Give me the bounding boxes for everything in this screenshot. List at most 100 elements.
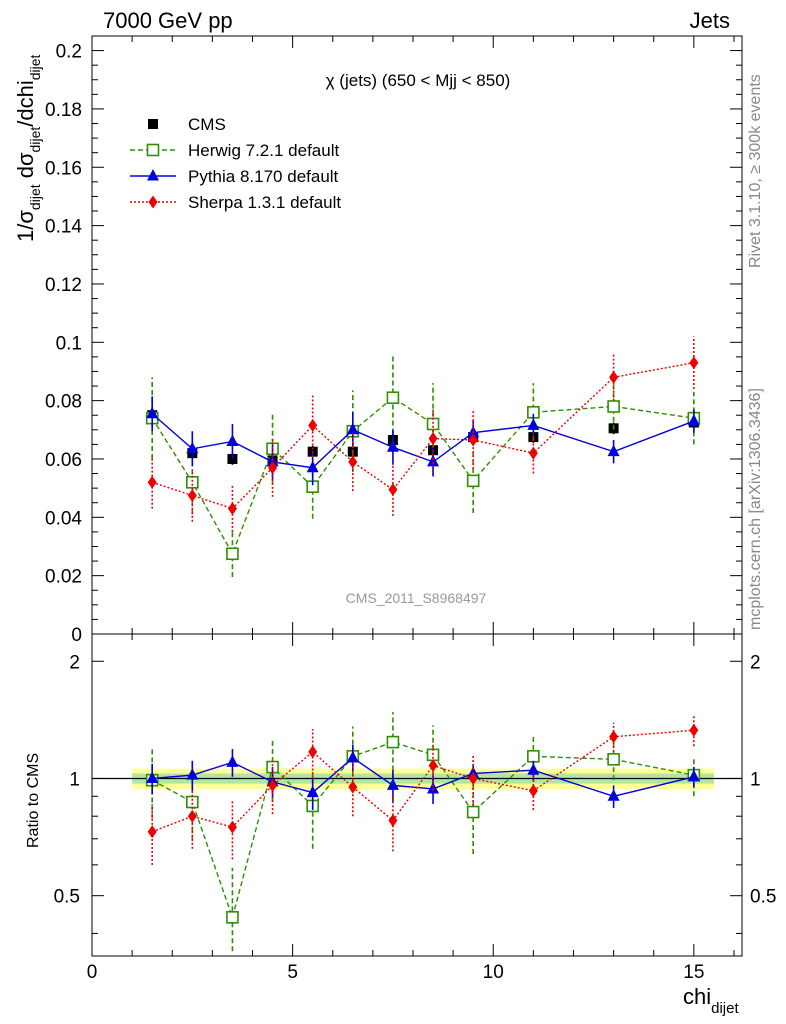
legend-marker	[146, 143, 160, 157]
x-tick-label: 15	[683, 962, 704, 983]
plot-title: χ (jets) (650 < Mjj < 850)	[326, 71, 511, 90]
main-y-tick-label: 0.06	[45, 450, 82, 471]
data-point	[226, 434, 239, 446]
series-line	[151, 413, 695, 469]
ratio-data-point	[186, 768, 199, 780]
ratio-data-point	[689, 723, 699, 737]
watermark-label: CMS_2011_S8968497	[346, 590, 487, 606]
legend-label: Pythia 8.170 default	[188, 167, 339, 186]
ratio-data-point	[147, 825, 157, 839]
data-point	[146, 406, 159, 419]
header-left: 7000 GeV pp	[103, 8, 233, 33]
legend: CMS Herwig 7.2.1 default Pythia 8.170 defa…	[130, 115, 341, 212]
svg-text:chidijet: chidijet	[683, 984, 739, 1017]
ratio-data-point	[348, 780, 358, 794]
main-y-tick-label: 0.18	[45, 100, 82, 121]
ratio-series-line	[151, 741, 694, 920]
ratio-data-point	[607, 753, 620, 766]
x-tick-label: 5	[287, 962, 298, 983]
legend-marker	[148, 195, 158, 209]
ratio-y-tick-label: 0.5	[54, 887, 80, 908]
data-point	[528, 446, 538, 460]
ratio-data-point	[346, 750, 359, 763]
ratio-data-point	[186, 795, 199, 809]
data-point	[468, 433, 478, 447]
ratio-data-point	[466, 805, 480, 819]
ratio-y-tick-label-right: 1	[750, 769, 761, 790]
header-right: Jets	[690, 8, 730, 33]
main-y-axis-label: 1/σdijet dσdijet/dchidijet	[13, 54, 43, 242]
main-axis-ticks: 0 0.02 0.04 0.06 0.08 0.1 0.12 0.14 0.16 0.18 0.2	[45, 35, 742, 646]
x-tick-label: 10	[483, 962, 504, 983]
ratio-data-point	[226, 755, 239, 767]
main-y-tick-label: 0.02	[45, 567, 82, 588]
data-point	[426, 417, 440, 431]
x-axis-label: chidijet	[683, 984, 739, 1017]
data-point	[308, 418, 318, 432]
data-point	[147, 475, 157, 489]
ratio-data-point	[527, 763, 540, 775]
ratio-y-tick-label: 2	[69, 652, 80, 673]
data-point	[268, 461, 278, 475]
ratio-data-point	[609, 730, 619, 744]
rivet-label: Rivet 3.1.10, ≥ 300k events	[747, 74, 764, 268]
ratio-axis-ticks: 0.5 0.5 1 1 2 2 0 5 10 15	[54, 634, 776, 983]
ratio-data-point	[226, 911, 239, 924]
ratio-data-marks	[145, 712, 701, 952]
ratio-y-tick-label: 1	[69, 769, 80, 790]
data-point	[386, 440, 399, 452]
data-point	[428, 432, 438, 446]
x-tick-label: 0	[87, 962, 98, 983]
data-point	[346, 422, 359, 435]
ratio-data-point	[227, 820, 237, 834]
main-y-tick-label: 0.14	[45, 217, 82, 238]
main-y-tick-label: 0.16	[45, 158, 82, 179]
ratio-data-point	[468, 771, 478, 785]
data-point	[689, 356, 699, 370]
data-point	[427, 454, 440, 467]
ratio-series-Sherpa 1.3.1 default	[147, 715, 699, 865]
main-panel: 00.020.040.060.080.10.120.140.160.180.2 …	[45, 35, 743, 646]
data-point	[186, 476, 199, 489]
data-point	[466, 474, 480, 488]
data-point	[607, 444, 620, 457]
ratio-y-axis-label: Ratio to CMS	[25, 753, 42, 848]
data-point	[386, 391, 400, 405]
main-y-tick-label: 0.04	[45, 508, 82, 529]
ratio-data-point	[388, 813, 398, 827]
data-point	[348, 455, 358, 469]
ratio-data-point	[687, 769, 700, 782]
series-Sherpa 1.3.1 default	[147, 336, 699, 532]
ratio-y-tick-label-right: 2	[750, 652, 761, 673]
legend-marker	[148, 119, 158, 129]
legend-marker	[147, 169, 159, 181]
series-line	[151, 396, 694, 556]
ratio-series-line	[151, 729, 694, 833]
main-y-tick-label: 0	[71, 625, 82, 646]
series-Herwig 7.2.1 default	[145, 353, 701, 578]
ratio-data-point	[607, 789, 620, 801]
ratio-data-point	[528, 784, 538, 798]
main-y-tick-label: 0.08	[45, 392, 82, 413]
ratio-data-point	[146, 771, 159, 783]
ratio-data-point	[386, 778, 399, 790]
data-point	[186, 441, 199, 454]
mcplots-label: mcplots.cern.ch [arXiv:1306.3436]	[747, 388, 764, 630]
ratio-data-point	[427, 781, 440, 794]
ratio-data-point	[527, 750, 540, 763]
series-line	[151, 362, 694, 510]
data-point	[306, 460, 319, 473]
data-point	[187, 488, 197, 502]
data-point	[227, 502, 237, 516]
legend-label: Herwig 7.2.1 default	[188, 141, 339, 160]
main-y-tick-label: 0.12	[45, 275, 82, 296]
ratio-panel: 0.5 0.5 1 1 2 2 0 5 10 15	[54, 633, 776, 983]
ratio-data-point	[306, 785, 319, 798]
ratio-series-line	[152, 756, 695, 798]
ratio-y-tick-label-right: 0.5	[750, 887, 776, 908]
svg-text:1/σdijet dσdijet/dchidijet: 1/σdijet dσdijet/dchidijet	[13, 54, 43, 242]
ratio-data-point	[268, 778, 278, 792]
main-data-marks	[145, 336, 701, 578]
main-y-tick-label: 0.1	[56, 333, 82, 354]
